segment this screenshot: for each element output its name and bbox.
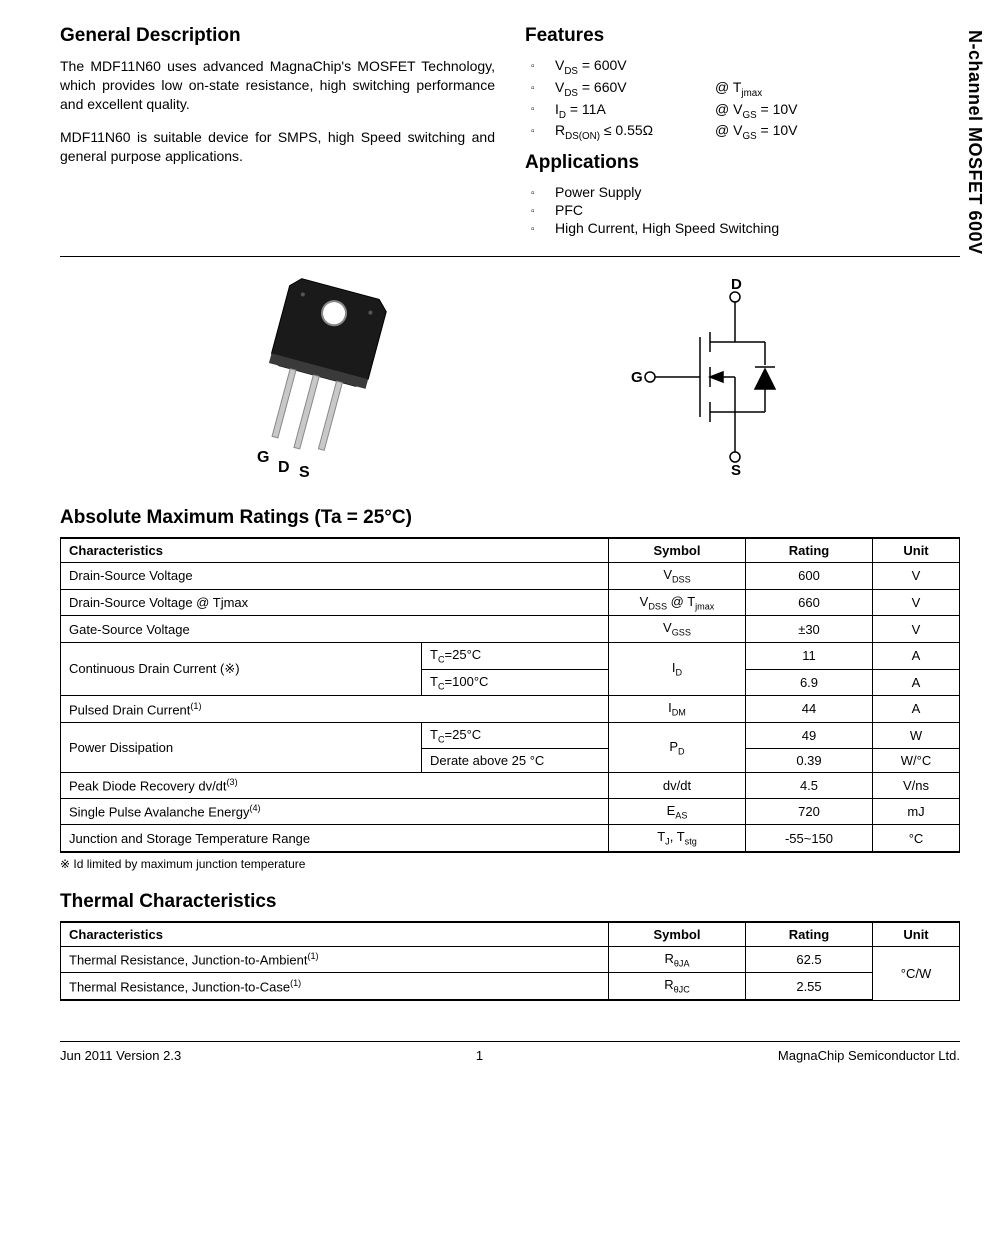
package-drawing: G D S bbox=[195, 277, 415, 477]
feature-item: RDS(ON) ≤ 0.55Ω@ VGS = 10V bbox=[555, 122, 960, 142]
footer-left: Jun 2011 Version 2.3 bbox=[60, 1048, 181, 1063]
ratings-footnote: Id limited by maximum junction temperatu… bbox=[60, 857, 960, 871]
side-title: N-channel MOSFET 600V bbox=[964, 30, 985, 255]
features-list: VDS = 600VVDS = 660V@ TjmaxID = 11A@ VGS… bbox=[525, 57, 960, 142]
applications-heading: Applications bbox=[525, 152, 960, 174]
page-footer: Jun 2011 Version 2.3 1 MagnaChip Semicon… bbox=[60, 1041, 960, 1063]
thermal-title: Thermal Characteristics bbox=[60, 891, 960, 913]
sch-label-d: D bbox=[731, 277, 742, 293]
general-description: General Description The MDF11N60 uses ad… bbox=[60, 20, 495, 246]
application-item: PFC bbox=[555, 202, 960, 218]
ratings-table: CharacteristicsSymbolRatingUnitDrain-Sou… bbox=[60, 537, 960, 853]
applications-list: Power Supply PFC High Current, High Speed … bbox=[525, 184, 960, 236]
feature-item: ID = 11A@ VGS = 10V bbox=[555, 101, 960, 121]
ratings-title: Absolute Maximum Ratings (Ta = 25°C) bbox=[60, 507, 960, 529]
thermal-table: CharacteristicsSymbolRatingUnitThermal R… bbox=[60, 921, 960, 1001]
sch-label-g: G bbox=[631, 369, 643, 386]
pkg-label-g: G bbox=[257, 449, 269, 466]
feature-item: VDS = 600V bbox=[555, 57, 960, 77]
features-applications: Features VDS = 600VVDS = 660V@ TjmaxID =… bbox=[525, 20, 960, 246]
schematic-drawing: D G S bbox=[605, 277, 825, 477]
feature-item: VDS = 660V@ Tjmax bbox=[555, 79, 960, 99]
application-item: Power Supply bbox=[555, 184, 960, 200]
general-p1: The MDF11N60 uses advanced MagnaChip's M… bbox=[60, 57, 495, 114]
footer-center: 1 bbox=[476, 1048, 483, 1063]
sch-label-s: S bbox=[731, 462, 741, 477]
footer-right: MagnaChip Semiconductor Ltd. bbox=[778, 1048, 960, 1063]
pkg-label-s: S bbox=[299, 464, 310, 477]
application-item: High Current, High Speed Switching bbox=[555, 220, 960, 236]
features-heading: Features bbox=[525, 25, 960, 47]
pkg-label-d: D bbox=[278, 459, 290, 476]
general-heading: General Description bbox=[60, 25, 495, 47]
general-p2: MDF11N60 is suitable device for SMPS, hi… bbox=[60, 128, 495, 166]
